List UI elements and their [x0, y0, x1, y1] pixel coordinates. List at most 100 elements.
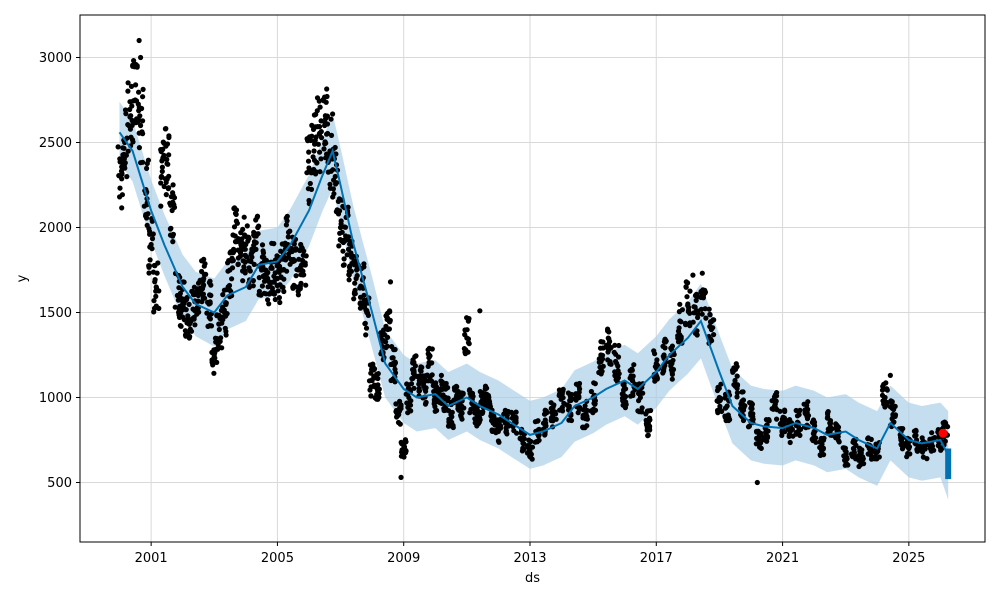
observed-point: [293, 284, 299, 290]
observed-point: [493, 430, 499, 436]
observed-point: [375, 375, 381, 382]
observed-point: [810, 431, 817, 437]
observed-point: [368, 393, 374, 399]
observed-point: [698, 306, 705, 312]
observed-point: [694, 332, 700, 338]
observed-point: [256, 292, 262, 298]
observed-point: [124, 174, 130, 180]
observed-point: [582, 416, 589, 422]
observed-point: [465, 340, 472, 346]
observed-point: [370, 361, 376, 367]
observed-point: [477, 417, 483, 423]
observed-point: [158, 147, 164, 153]
observed-point: [643, 411, 649, 417]
observed-point: [835, 424, 842, 430]
observed-point: [940, 420, 946, 426]
observed-point: [734, 385, 740, 391]
observed-point: [137, 54, 144, 61]
observed-point: [646, 415, 653, 421]
observed-point: [397, 421, 403, 427]
y-tick-label: 2000: [39, 221, 72, 236]
observed-point: [351, 289, 358, 295]
observed-point: [389, 355, 395, 361]
observed-point: [283, 222, 289, 228]
observed-point: [259, 283, 265, 289]
observed-point: [246, 265, 252, 271]
observed-point: [166, 185, 172, 191]
observed-point: [115, 144, 121, 150]
observed-point: [729, 367, 736, 373]
observed-point: [462, 332, 468, 338]
observed-point: [433, 385, 439, 391]
observed-point: [242, 253, 249, 259]
observed-point: [447, 421, 453, 428]
observed-point: [805, 399, 811, 405]
observed-point: [693, 297, 699, 303]
observed-point: [361, 292, 367, 298]
observed-point: [231, 246, 237, 252]
observed-point: [318, 135, 325, 141]
observed-point: [146, 270, 152, 276]
observed-point: [271, 241, 277, 247]
observed-point: [354, 273, 360, 279]
observed-point: [636, 398, 642, 404]
observed-point: [218, 335, 224, 341]
observed-point: [468, 389, 474, 396]
observed-point: [722, 405, 729, 411]
observed-point: [691, 310, 697, 316]
observed-point: [306, 149, 312, 155]
observed-point: [856, 457, 862, 463]
observed-point: [262, 272, 268, 278]
observed-point: [152, 277, 158, 283]
observed-point: [241, 246, 247, 252]
observed-point: [592, 401, 598, 407]
observed-point: [242, 232, 248, 238]
observed-point: [787, 439, 793, 446]
x-tick-label: 2025: [892, 551, 925, 566]
observed-point: [340, 248, 346, 254]
forecast-line: [118, 131, 952, 480]
observed-point: [786, 419, 792, 425]
observed-point: [137, 113, 143, 119]
observed-point: [312, 141, 318, 147]
observed-point: [598, 359, 604, 365]
observed-point: [891, 419, 897, 425]
observed-point: [147, 231, 153, 237]
observed-point: [284, 213, 290, 219]
observed-point: [194, 311, 200, 317]
observed-point: [734, 390, 741, 396]
observed-point: [592, 381, 598, 387]
observed-point: [201, 256, 207, 262]
observed-point: [686, 304, 692, 311]
observed-point: [219, 345, 225, 351]
observed-point: [242, 268, 248, 274]
observed-point: [140, 159, 146, 165]
observed-point: [899, 446, 906, 452]
observed-point: [163, 192, 169, 198]
observed-point: [745, 424, 752, 430]
observed-point: [162, 126, 169, 132]
observed-point: [153, 305, 159, 311]
observed-point: [327, 181, 333, 187]
observed-point: [879, 392, 886, 398]
observed-point: [398, 474, 404, 480]
observed-point: [125, 80, 131, 86]
observed-point: [478, 393, 484, 399]
observed-point: [297, 286, 303, 292]
observed-point: [186, 301, 192, 307]
observed-point: [315, 141, 321, 147]
observed-point: [253, 240, 259, 246]
observed-point: [802, 410, 808, 416]
observed-point: [336, 243, 342, 249]
observed-point: [214, 313, 220, 319]
observed-point: [615, 363, 621, 369]
observed-point: [588, 408, 594, 414]
observed-point: [865, 435, 871, 441]
observed-point: [540, 420, 547, 426]
x-tick-label: 2021: [766, 551, 799, 566]
observed-point: [339, 229, 345, 235]
observed-point: [411, 385, 417, 391]
observed-point: [163, 143, 169, 149]
observed-point: [484, 391, 490, 397]
y-tick-label: 500: [47, 476, 72, 491]
